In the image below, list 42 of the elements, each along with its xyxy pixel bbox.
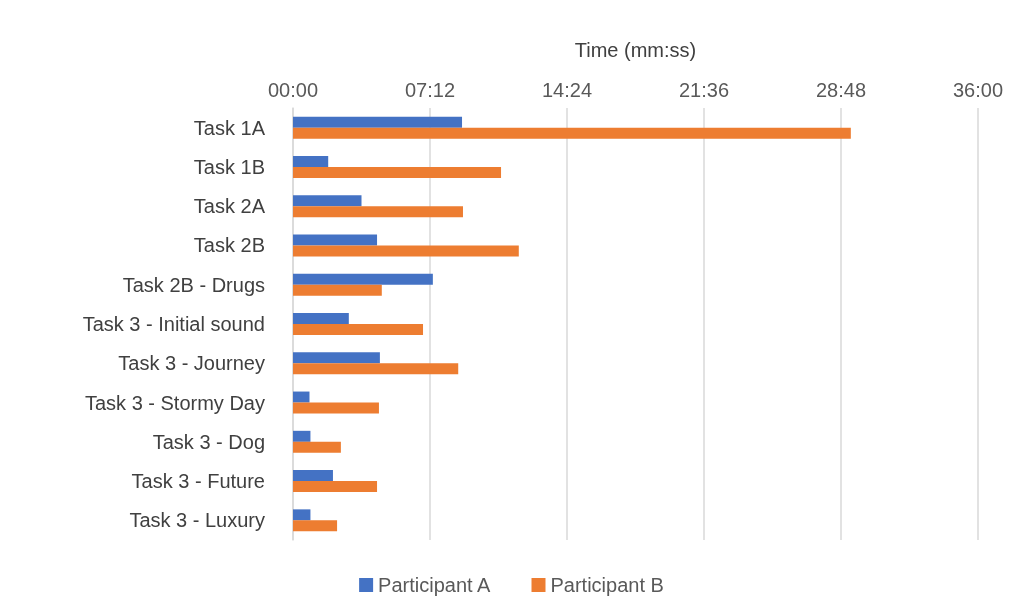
bar [293,352,380,364]
bar [293,116,463,128]
y-tick-label: Task 3 - Future [131,470,265,493]
bar [293,166,502,178]
y-tick-label: Task 3 - Dog [152,430,265,453]
x-tick-label: 14:24 [541,79,593,101]
legend-label: Participant A [378,574,492,596]
x-tick-label: 36:00 [952,79,1004,101]
bar [293,402,379,414]
bar [293,284,382,296]
x-tick-label: 28:48 [815,79,867,101]
y-tick-label: Task 2B - Drugs [122,273,265,296]
bar [293,234,378,246]
y-tick-label: Task 3 - Initial sound [82,313,265,335]
y-tick-label: Task 3 - Stormy Day [84,391,265,414]
x-axis-title: Time (mm:ss) [574,39,697,61]
bar [293,441,341,453]
y-tick-label: Task 2A [193,195,266,218]
bar [293,155,329,167]
bar [293,127,851,139]
y-tick-label: Task 1B [193,155,265,178]
bar [293,206,463,218]
bar [293,520,338,532]
bar [293,481,378,493]
bar [293,391,310,403]
x-tick-label: 07:12 [404,79,456,101]
bar [293,273,433,285]
y-tick-label: Task 3 - Journey [118,352,265,375]
y-tick-label: Task 2B [193,234,265,257]
bar [293,470,333,482]
x-tick-label: 21:36 [678,79,730,101]
legend-label: Participant B [550,574,664,596]
x-tick-label: 00:00 [267,79,319,101]
bar [293,430,311,442]
bar [293,245,519,257]
bar [293,313,349,324]
bar [293,363,459,375]
bar [293,324,424,335]
bar [293,509,311,521]
y-tick-label: Task 3 - Luxury [129,509,265,532]
y-tick-label: Task 1A [193,116,266,139]
bar [293,195,362,207]
